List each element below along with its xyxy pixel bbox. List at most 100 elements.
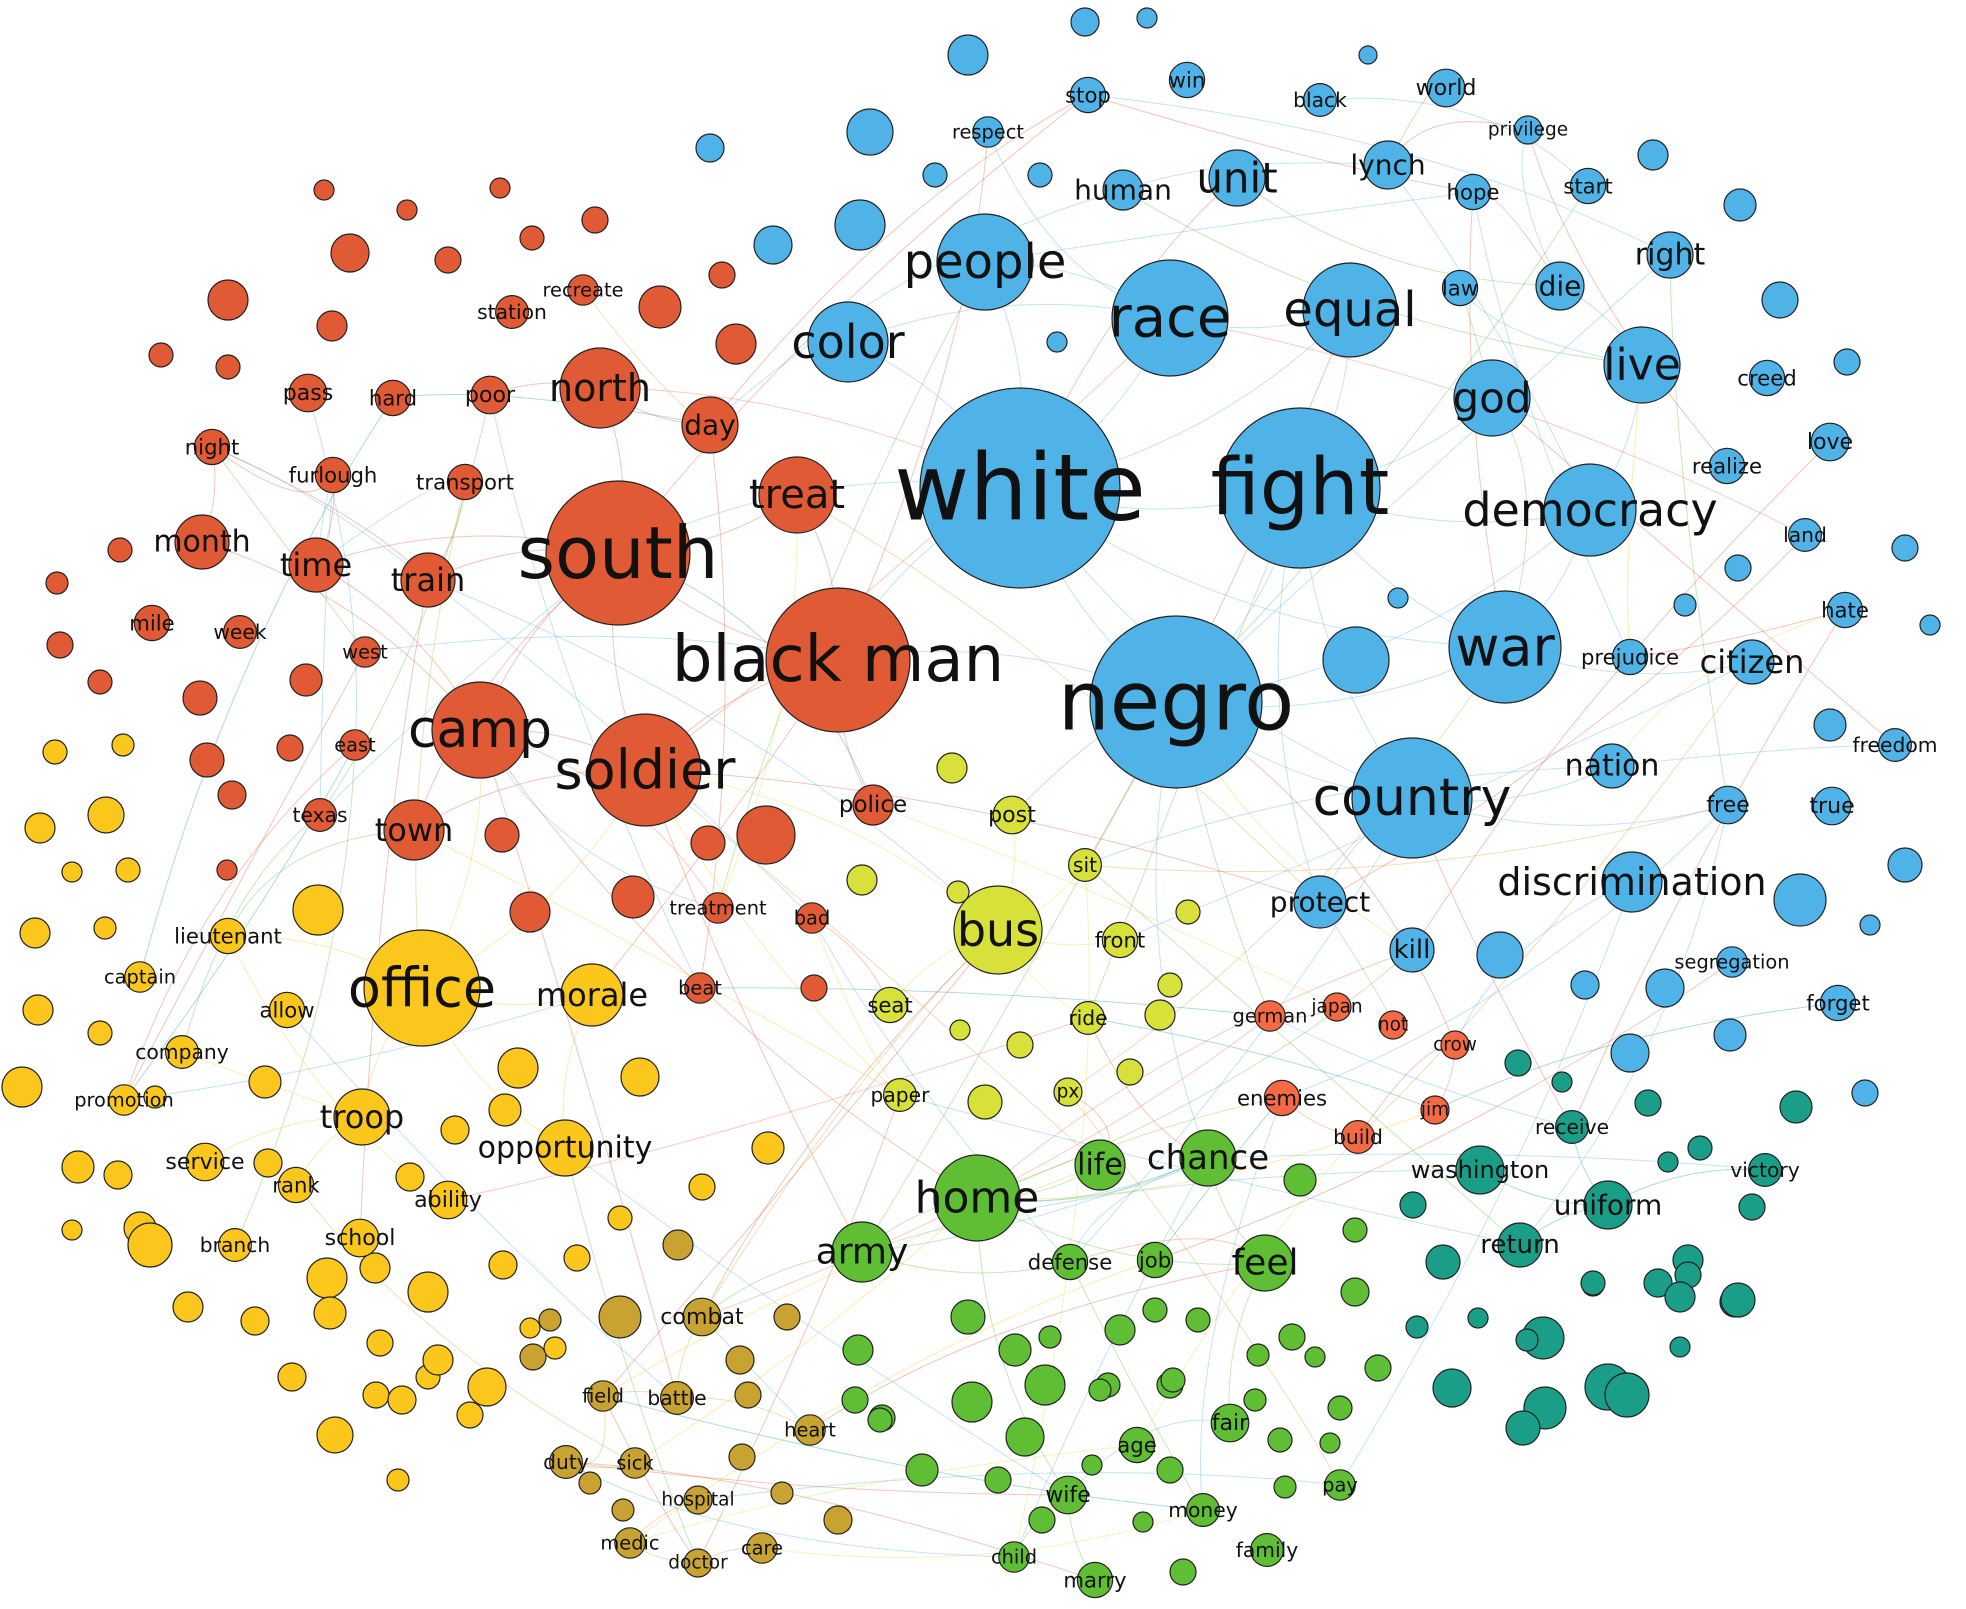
node-label: soldier xyxy=(555,739,737,802)
network-node xyxy=(905,1453,939,1487)
network-node xyxy=(734,1381,762,1409)
network-node xyxy=(867,1407,893,1433)
node-circle xyxy=(470,375,510,415)
network-node xyxy=(217,780,247,810)
network-node: pay xyxy=(1322,1469,1358,1501)
node-circle xyxy=(340,1218,380,1258)
network-node: lynch xyxy=(1350,140,1426,190)
network-node xyxy=(1116,1058,1144,1086)
network-node xyxy=(1104,1314,1136,1346)
node-circle xyxy=(560,963,624,1027)
network-node: town xyxy=(375,799,453,861)
network-edge xyxy=(295,1184,636,1464)
node-circle xyxy=(268,991,306,1029)
network-node xyxy=(1723,188,1757,222)
node-label: px xyxy=(1057,1082,1080,1103)
network-node xyxy=(1761,281,1799,319)
network-node xyxy=(127,1222,173,1268)
node-circle xyxy=(1168,61,1206,99)
network-edge xyxy=(644,769,1321,903)
node-label: sit xyxy=(1073,853,1097,877)
network-node xyxy=(1399,1191,1427,1219)
network-edge xyxy=(701,929,999,1318)
node-circle xyxy=(871,986,909,1024)
network-node xyxy=(1142,1297,1168,1323)
node-label: captain xyxy=(104,966,176,989)
network-node: hope xyxy=(1447,173,1499,211)
node-circle xyxy=(223,614,258,649)
network-node: train xyxy=(391,552,465,608)
node-circle xyxy=(1589,743,1635,789)
node-circle xyxy=(559,347,641,429)
network-node: north xyxy=(549,347,651,429)
network-node: war xyxy=(1448,590,1562,704)
network-edge xyxy=(796,494,1321,903)
node-circle xyxy=(1363,140,1413,190)
network-node xyxy=(1887,847,1923,883)
network-node xyxy=(1687,1135,1713,1161)
node-label: paper xyxy=(871,1083,931,1107)
node-circle xyxy=(1089,615,1263,789)
node-circle xyxy=(998,1541,1030,1573)
network-edge xyxy=(1013,1157,1209,1558)
network-node: creed xyxy=(1737,359,1797,397)
network-node: battle xyxy=(647,1380,707,1415)
node-circle xyxy=(1454,173,1492,211)
network-edge xyxy=(1519,804,1729,1246)
network-edge xyxy=(1319,97,1589,187)
node-circle xyxy=(796,902,828,934)
network-node xyxy=(87,796,125,834)
network-edge xyxy=(227,829,415,937)
node-circle xyxy=(1219,407,1381,569)
node-circle xyxy=(1048,1475,1088,1515)
node-circle xyxy=(363,929,481,1047)
node-label: true xyxy=(1809,793,1854,819)
node-label: die xyxy=(1539,270,1582,303)
network-node: home xyxy=(915,1154,1040,1242)
network-node xyxy=(1246,1343,1270,1367)
network-node xyxy=(543,1336,567,1360)
network-node xyxy=(1358,45,1378,65)
network-node: democracy xyxy=(1462,463,1718,557)
node-label: enemies xyxy=(1237,1086,1327,1111)
network-node: transport xyxy=(416,463,514,501)
network-node xyxy=(103,1160,133,1190)
network-node xyxy=(770,1481,794,1505)
network-node: recreate xyxy=(542,274,624,306)
node-label: home xyxy=(915,1173,1040,1224)
node-circle xyxy=(1322,992,1352,1022)
node-circle xyxy=(1254,1000,1286,1032)
node-label: washington xyxy=(1411,1156,1549,1184)
node-circle xyxy=(1455,1145,1505,1195)
network-node: night xyxy=(185,428,239,466)
network-node xyxy=(1387,587,1409,609)
node-circle xyxy=(1646,231,1694,279)
node-label: east xyxy=(334,734,376,757)
node-circle xyxy=(807,301,889,383)
node-label: unit xyxy=(1196,154,1277,203)
network-node xyxy=(182,680,218,716)
network-node xyxy=(45,571,69,595)
network-edge xyxy=(211,446,429,581)
network-node xyxy=(1,1066,43,1108)
network-node xyxy=(387,1385,417,1415)
network-node: kill xyxy=(1389,927,1435,973)
network-node xyxy=(240,1306,270,1336)
node-label: color xyxy=(791,315,904,369)
network-node xyxy=(581,206,609,234)
network-node xyxy=(1006,1031,1034,1059)
network-node: school xyxy=(325,1218,395,1258)
network-node xyxy=(489,177,511,199)
network-node: sit xyxy=(1067,847,1102,882)
network-node xyxy=(509,891,551,933)
node-circle xyxy=(852,784,894,826)
network-edge xyxy=(602,1395,699,1564)
node-label: rank xyxy=(272,1173,320,1198)
network-edge xyxy=(1084,804,1729,873)
node-label: opportunity xyxy=(478,1131,653,1166)
node-circle xyxy=(936,213,1034,311)
network-node xyxy=(1160,1367,1186,1393)
node-label: free xyxy=(1706,792,1750,818)
network-node xyxy=(316,1416,354,1454)
network-edge xyxy=(1669,254,1729,806)
